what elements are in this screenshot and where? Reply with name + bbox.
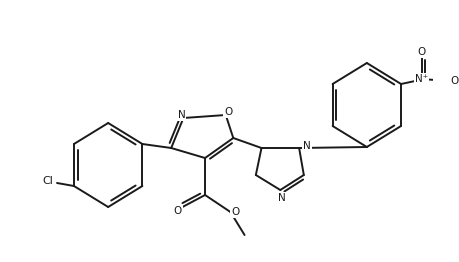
Text: N: N	[278, 193, 285, 203]
Text: O: O	[417, 47, 425, 57]
Text: O: O	[174, 206, 181, 216]
Text: N: N	[177, 110, 185, 120]
Text: Cl: Cl	[42, 176, 53, 186]
Text: N: N	[302, 141, 310, 151]
Text: O: O	[224, 107, 232, 117]
Text: N⁺: N⁺	[414, 74, 427, 84]
Text: O: O	[230, 207, 239, 217]
Text: O⁻: O⁻	[450, 76, 459, 86]
